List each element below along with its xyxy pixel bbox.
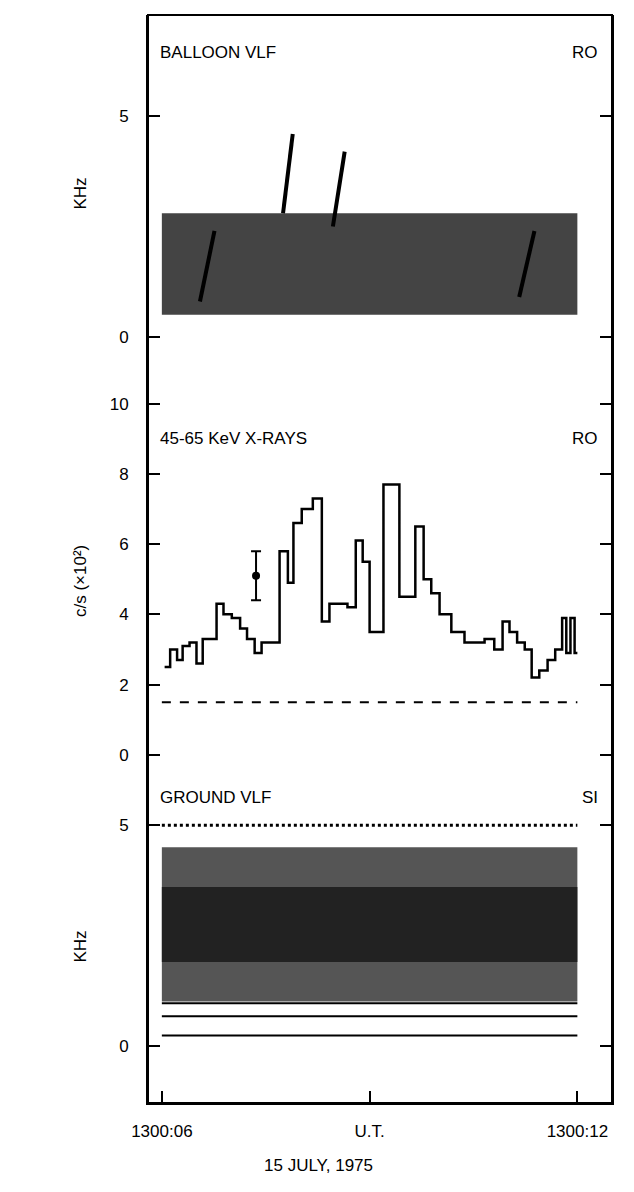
svg-text:KHz: KHz (71, 930, 90, 962)
svg-text:5: 5 (119, 107, 128, 126)
svg-text:45-65 KeV X-RAYS: 45-65 KeV X-RAYS (160, 429, 307, 448)
svg-text:1300:06: 1300:06 (131, 1122, 192, 1141)
svg-text:6: 6 (119, 535, 128, 554)
svg-text:GROUND VLF: GROUND VLF (160, 788, 271, 807)
svg-text:c/s (×10²): c/s (×10²) (71, 545, 90, 617)
svg-text:1300:12: 1300:12 (547, 1122, 608, 1141)
svg-text:5: 5 (119, 816, 128, 835)
svg-text:SI: SI (582, 788, 598, 807)
svg-text:4: 4 (119, 605, 128, 624)
svg-text:10: 10 (110, 395, 129, 414)
svg-text:0: 0 (119, 1037, 128, 1056)
svg-text:RO: RO (572, 43, 598, 62)
svg-text:U.T.: U.T. (354, 1122, 384, 1141)
svg-text:BALLOON VLF: BALLOON VLF (160, 43, 276, 62)
svg-text:0: 0 (119, 328, 128, 347)
svg-text:0: 0 (119, 746, 128, 765)
svg-text:KHz: KHz (71, 177, 90, 209)
svg-text:8: 8 (119, 465, 128, 484)
svg-text:15 JULY, 1975: 15 JULY, 1975 (264, 1156, 373, 1175)
svg-text:RO: RO (572, 429, 598, 448)
svg-text:2: 2 (119, 676, 128, 695)
